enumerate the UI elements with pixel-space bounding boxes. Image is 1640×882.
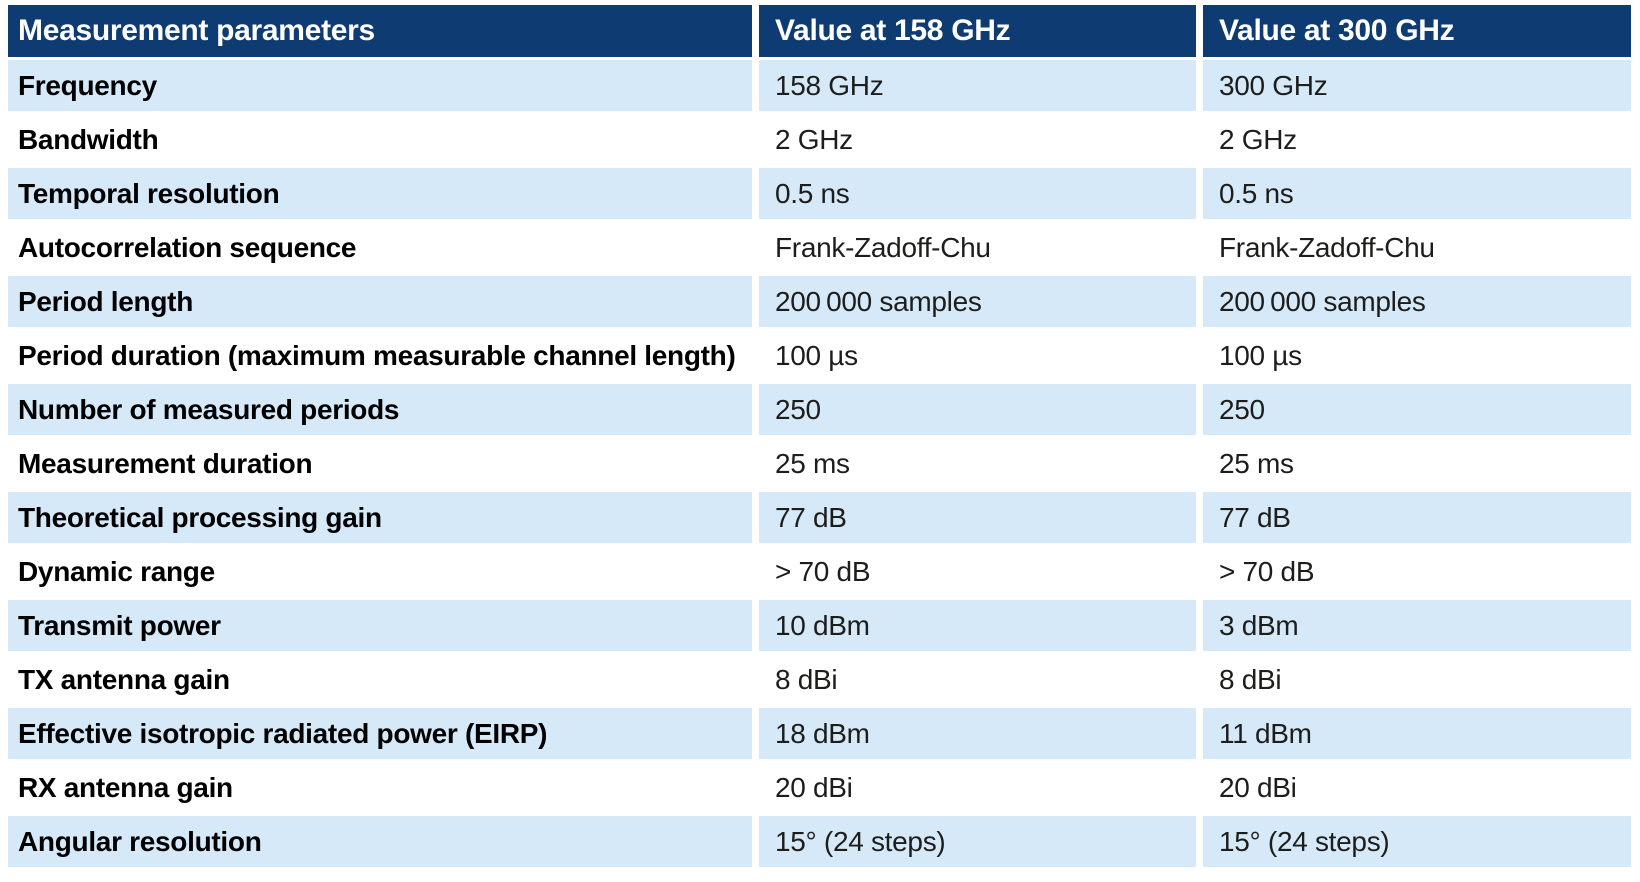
row-param-label: RX antenna gain bbox=[8, 759, 752, 813]
table-row: Frequency 158 GHz 300 GHz bbox=[8, 57, 1631, 111]
row-param-label: Theoretical processing gain bbox=[8, 489, 752, 543]
row-value-158ghz: 8 dBi bbox=[752, 651, 1196, 705]
row-value-300ghz: 77 dB bbox=[1196, 489, 1631, 543]
table-row: RX antenna gain 20 dBi 20 dBi bbox=[8, 759, 1631, 813]
table-row: Transmit power 10 dBm 3 dBm bbox=[8, 597, 1631, 651]
column-header-measurement-parameters: Measurement parameters bbox=[8, 5, 752, 57]
row-value-158ghz: Frank-Zadoff-Chu bbox=[752, 219, 1196, 273]
column-header-value-300ghz: Value at 300 GHz bbox=[1196, 5, 1631, 57]
row-param-label: Period length bbox=[8, 273, 752, 327]
row-value-300ghz: 11 dBm bbox=[1196, 705, 1631, 759]
table-row: Autocorrelation sequence Frank-Zadoff-Chu… bbox=[8, 219, 1631, 273]
row-value-158ghz: 250 bbox=[752, 381, 1196, 435]
row-value-300ghz: 8 dBi bbox=[1196, 651, 1631, 705]
table-body: Frequency 158 GHz 300 GHz Bandwidth 2 GHz 2 G… bbox=[8, 57, 1631, 867]
row-value-300ghz: Frank-Zadoff-Chu bbox=[1196, 219, 1631, 273]
row-param-label: Period duration (maximum measurable chan… bbox=[8, 327, 752, 381]
table-row: Period length 200 000 samples 200 000 samp… bbox=[8, 273, 1631, 327]
row-value-158ghz: 2 GHz bbox=[752, 111, 1196, 165]
row-value-158ghz: > 70 dB bbox=[752, 543, 1196, 597]
row-value-158ghz: 77 dB bbox=[752, 489, 1196, 543]
row-value-300ghz: 200 000 samples bbox=[1196, 273, 1631, 327]
row-value-158ghz: 0.5 ns bbox=[752, 165, 1196, 219]
table-row: Theoretical processing gain 77 dB 77 dB bbox=[8, 489, 1631, 543]
row-param-label: Autocorrelation sequence bbox=[8, 219, 752, 273]
row-param-label: Dynamic range bbox=[8, 543, 752, 597]
row-param-label: Effective isotropic radiated power (EIRP… bbox=[8, 705, 752, 759]
row-value-300ghz: 0.5 ns bbox=[1196, 165, 1631, 219]
table-row: Bandwidth 2 GHz 2 GHz bbox=[8, 111, 1631, 165]
table-row: Angular resolution 15° (24 steps) 15° (24 … bbox=[8, 813, 1631, 867]
row-value-300ghz: 20 dBi bbox=[1196, 759, 1631, 813]
row-param-label: Transmit power bbox=[8, 597, 752, 651]
table-row: Number of measured periods 250 250 bbox=[8, 381, 1631, 435]
table-row: Measurement duration 25 ms 25 ms bbox=[8, 435, 1631, 489]
row-value-300ghz: 25 ms bbox=[1196, 435, 1631, 489]
row-value-300ghz: 300 GHz bbox=[1196, 57, 1631, 111]
row-param-label: Number of measured periods bbox=[8, 381, 752, 435]
row-value-300ghz: 100 µs bbox=[1196, 327, 1631, 381]
table-row: Temporal resolution 0.5 ns 0.5 ns bbox=[8, 165, 1631, 219]
row-value-158ghz: 15° (24 steps) bbox=[752, 813, 1196, 867]
row-value-300ghz: 15° (24 steps) bbox=[1196, 813, 1631, 867]
measurement-parameters-table: Measurement parameters Value at 158 GHz … bbox=[8, 5, 1631, 867]
row-value-158ghz: 158 GHz bbox=[752, 57, 1196, 111]
row-value-158ghz: 10 dBm bbox=[752, 597, 1196, 651]
row-param-label: TX antenna gain bbox=[8, 651, 752, 705]
column-header-value-158ghz: Value at 158 GHz bbox=[752, 5, 1196, 57]
table-row: Period duration (maximum measurable chan… bbox=[8, 327, 1631, 381]
table-row: Effective isotropic radiated power (EIRP… bbox=[8, 705, 1631, 759]
row-value-300ghz: 2 GHz bbox=[1196, 111, 1631, 165]
row-value-300ghz: > 70 dB bbox=[1196, 543, 1631, 597]
row-value-300ghz: 250 bbox=[1196, 381, 1631, 435]
row-value-158ghz: 25 ms bbox=[752, 435, 1196, 489]
row-param-label: Frequency bbox=[8, 57, 752, 111]
row-param-label: Temporal resolution bbox=[8, 165, 752, 219]
row-param-label: Measurement duration bbox=[8, 435, 752, 489]
row-param-label: Bandwidth bbox=[8, 111, 752, 165]
row-value-158ghz: 20 dBi bbox=[752, 759, 1196, 813]
header-row: Measurement parameters Value at 158 GHz … bbox=[8, 5, 1631, 57]
table-row: TX antenna gain 8 dBi 8 dBi bbox=[8, 651, 1631, 705]
row-value-158ghz: 200 000 samples bbox=[752, 273, 1196, 327]
table-row: Dynamic range > 70 dB > 70 dB bbox=[8, 543, 1631, 597]
row-value-158ghz: 100 µs bbox=[752, 327, 1196, 381]
row-value-158ghz: 18 dBm bbox=[752, 705, 1196, 759]
row-param-label: Angular resolution bbox=[8, 813, 752, 867]
row-value-300ghz: 3 dBm bbox=[1196, 597, 1631, 651]
